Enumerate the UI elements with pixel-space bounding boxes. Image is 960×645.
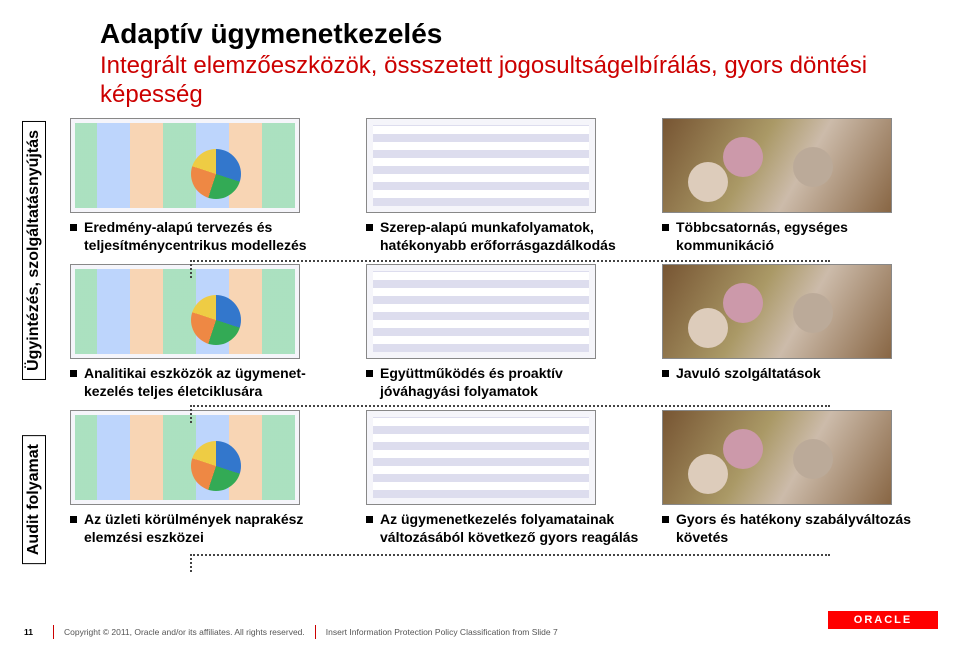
bullet-marker-icon	[70, 224, 77, 231]
bullet-group: Eredmény-alapú tervezés és teljesítményc…	[70, 219, 348, 254]
bullet-text: Együttműködés és proaktív jóváhagyási fo…	[380, 365, 644, 400]
grid-row: Eredmény-alapú tervezés és teljesítményc…	[70, 118, 940, 254]
slide: Adaptív ügymenetkezelés Integrált elemző…	[0, 0, 960, 645]
thumbnail-form-icon	[366, 410, 596, 505]
bullet-item: Gyors és hatékony szabályváltozás követé…	[662, 511, 940, 546]
thumbnail-photo-icon	[662, 410, 892, 505]
bullet-marker-icon	[366, 224, 373, 231]
bullet-text: Javuló szolgáltatások	[676, 365, 821, 383]
thumbnail-dashboard-icon	[70, 264, 300, 359]
header: Adaptív ügymenetkezelés Integrált elemző…	[0, 0, 960, 122]
oracle-logo-text: ORACLE	[854, 614, 912, 626]
content-grid: Eredmény-alapú tervezés és teljesítményc…	[70, 118, 940, 556]
bullet-marker-icon	[366, 516, 373, 523]
bullet-marker-icon	[70, 370, 77, 377]
grid-row: Analitikai eszközök az ügymenet-kezelés …	[70, 264, 940, 400]
bullet-marker-icon	[366, 370, 373, 377]
bullet-group: Szerep-alapú munkafolyamatok, hatékonyab…	[366, 219, 644, 254]
connector-line	[190, 405, 830, 407]
copyright-text: Copyright © 2011, Oracle and/or its affi…	[64, 627, 305, 637]
bullet-text: Szerep-alapú munkafolyamatok, hatékonyab…	[380, 219, 644, 254]
grid-cell: Analitikai eszközök az ügymenet-kezelés …	[70, 264, 348, 400]
bullet-text: Többcsatornás, egységes kommunikáció	[676, 219, 940, 254]
connector-line	[190, 260, 830, 262]
footer-separator-icon	[53, 625, 54, 639]
bullet-group: Együttműködés és proaktív jóváhagyási fo…	[366, 365, 644, 400]
footer: 11 Copyright © 2011, Oracle and/or its a…	[0, 619, 960, 645]
bullet-group: Javuló szolgáltatások	[662, 365, 940, 383]
vertical-label-top: Ügyintézés, szolgáltatásnyújtás	[22, 130, 46, 370]
grid-cell: Az üzleti körülmények naprakész elemzési…	[70, 410, 348, 546]
bullet-item: Szerep-alapú munkafolyamatok, hatékonyab…	[366, 219, 644, 254]
thumbnail-form-icon	[366, 264, 596, 359]
bullet-text: Az üzleti körülmények naprakész elemzési…	[84, 511, 348, 546]
connector-line	[190, 554, 830, 556]
bullet-text: Analitikai eszközök az ügymenet-kezelés …	[84, 365, 348, 400]
thumbnail-photo-icon	[662, 118, 892, 213]
grid-cell: Eredmény-alapú tervezés és teljesítményc…	[70, 118, 348, 254]
grid-cell: Többcsatornás, egységes kommunikáció	[662, 118, 940, 254]
thumbnail-form-icon	[366, 118, 596, 213]
footer-separator-icon	[315, 625, 316, 639]
bullet-marker-icon	[662, 370, 669, 377]
page-number: 11	[24, 627, 33, 637]
grid-cell: Szerep-alapú munkafolyamatok, hatékonyab…	[366, 118, 644, 254]
bullet-item: Analitikai eszközök az ügymenet-kezelés …	[70, 365, 348, 400]
bullet-text: Az ügymenetkezelés folyamatainak változá…	[380, 511, 644, 546]
bullet-item: Javuló szolgáltatások	[662, 365, 940, 383]
bullet-marker-icon	[662, 224, 669, 231]
grid-cell: Javuló szolgáltatások	[662, 264, 940, 383]
bullet-item: Az üzleti körülmények naprakész elemzési…	[70, 511, 348, 546]
thumbnail-dashboard-icon	[70, 118, 300, 213]
bullet-marker-icon	[70, 516, 77, 523]
bullet-group: Az üzleti körülmények naprakész elemzési…	[70, 511, 348, 546]
connector-line	[190, 554, 192, 572]
thumbnail-photo-icon	[662, 264, 892, 359]
vertical-label-top-text: Ügyintézés, szolgáltatásnyújtás	[22, 121, 46, 380]
bullet-item: Az ügymenetkezelés folyamatainak változá…	[366, 511, 644, 546]
slide-title: Adaptív ügymenetkezelés	[100, 18, 960, 50]
bullet-group: Gyors és hatékony szabályváltozás követé…	[662, 511, 940, 546]
vertical-label-bottom: Audit folyamat	[22, 415, 46, 585]
bullet-text: Gyors és hatékony szabályváltozás követé…	[676, 511, 940, 546]
connector-line	[190, 405, 192, 423]
bullet-item: Együttműködés és proaktív jóváhagyási fo…	[366, 365, 644, 400]
grid-cell: Az ügymenetkezelés folyamatainak változá…	[366, 410, 644, 546]
bullet-marker-icon	[662, 516, 669, 523]
classification-text: Insert Information Protection Policy Cla…	[326, 627, 558, 637]
vertical-label-bottom-text: Audit folyamat	[22, 435, 46, 564]
oracle-logo: ORACLE	[828, 611, 938, 629]
bullet-item: Többcsatornás, egységes kommunikáció	[662, 219, 940, 254]
slide-subtitle: Integrált elemzőeszközök, össszetett jog…	[100, 52, 960, 110]
grid-cell: Együttműködés és proaktív jóváhagyási fo…	[366, 264, 644, 400]
bullet-item: Eredmény-alapú tervezés és teljesítményc…	[70, 219, 348, 254]
bullet-group: Többcsatornás, egységes kommunikáció	[662, 219, 940, 254]
bullet-group: Az ügymenetkezelés folyamatainak változá…	[366, 511, 644, 546]
thumbnail-dashboard-icon	[70, 410, 300, 505]
connector-line	[190, 260, 192, 278]
grid-row: Az üzleti körülmények naprakész elemzési…	[70, 410, 940, 546]
bullet-text: Eredmény-alapú tervezés és teljesítményc…	[84, 219, 348, 254]
bullet-group: Analitikai eszközök az ügymenet-kezelés …	[70, 365, 348, 400]
grid-cell: Gyors és hatékony szabályváltozás követé…	[662, 410, 940, 546]
